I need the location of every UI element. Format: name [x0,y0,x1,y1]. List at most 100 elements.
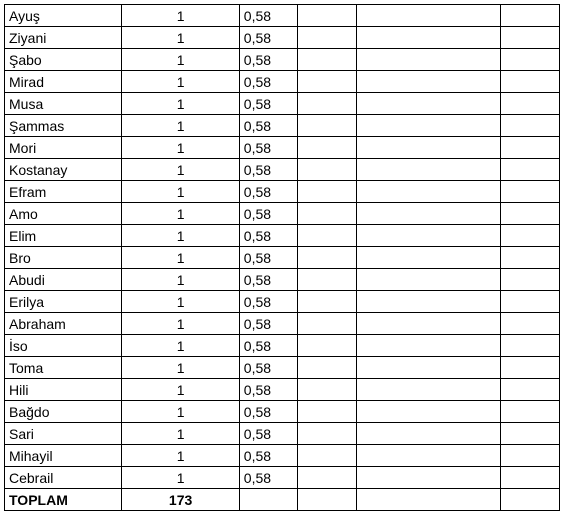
empty-cell [357,71,501,93]
empty-cell [298,137,357,159]
pct-cell: 0,58 [239,115,298,137]
count-cell: 1 [122,379,239,401]
pct-cell: 0,58 [239,467,298,489]
table-row: Ziyani10,58 [5,27,560,49]
name-cell: Mori [5,137,122,159]
empty-cell [357,379,501,401]
table-row: Kostanay10,58 [5,159,560,181]
pct-cell: 0,58 [239,269,298,291]
table-row: Mihayil10,58 [5,445,560,467]
count-cell: 1 [122,467,239,489]
name-cell: Musa [5,93,122,115]
empty-cell [239,489,298,511]
empty-cell [357,291,501,313]
count-cell: 1 [122,203,239,225]
empty-cell [501,27,560,49]
empty-cell [357,27,501,49]
empty-cell [501,335,560,357]
empty-cell [298,49,357,71]
empty-cell [357,313,501,335]
empty-cell [501,203,560,225]
empty-cell [298,357,357,379]
empty-cell [298,5,357,27]
count-cell: 1 [122,137,239,159]
empty-cell [501,225,560,247]
empty-cell [501,71,560,93]
empty-cell [357,203,501,225]
empty-cell [501,93,560,115]
empty-cell [501,445,560,467]
empty-cell [298,247,357,269]
pct-cell: 0,58 [239,247,298,269]
pct-cell: 0,58 [239,225,298,247]
count-cell: 1 [122,335,239,357]
empty-cell [298,181,357,203]
empty-cell [298,467,357,489]
pct-cell: 0,58 [239,137,298,159]
count-cell: 1 [122,357,239,379]
pct-cell: 0,58 [239,445,298,467]
empty-cell [298,335,357,357]
empty-cell [501,313,560,335]
name-cell: Bro [5,247,122,269]
table-row: Bro10,58 [5,247,560,269]
count-cell: 1 [122,93,239,115]
data-table: Ayuş10,58Ziyani10,58Şabo10,58Mirad10,58M… [4,4,560,511]
pct-cell: 0,58 [239,379,298,401]
empty-cell [501,467,560,489]
empty-cell [298,71,357,93]
name-cell: Cebrail [5,467,122,489]
table-row: Cebrail10,58 [5,467,560,489]
empty-cell [357,467,501,489]
empty-cell [298,423,357,445]
table-row: Hili10,58 [5,379,560,401]
empty-cell [298,291,357,313]
empty-cell [357,137,501,159]
empty-cell [501,401,560,423]
empty-cell [298,93,357,115]
empty-cell [357,445,501,467]
pct-cell: 0,58 [239,49,298,71]
table-row: Sari10,58 [5,423,560,445]
empty-cell [357,335,501,357]
empty-cell [501,247,560,269]
name-cell: Erilya [5,291,122,313]
empty-cell [501,269,560,291]
name-cell: Ayuş [5,5,122,27]
table-row: Şammas10,58 [5,115,560,137]
name-cell: Şammas [5,115,122,137]
count-cell: 1 [122,49,239,71]
table-row: Elim10,58 [5,225,560,247]
empty-cell [501,291,560,313]
table-row: Amo10,58 [5,203,560,225]
table-row: Musa10,58 [5,93,560,115]
table-row: Abudi10,58 [5,269,560,291]
pct-cell: 0,58 [239,159,298,181]
pct-cell: 0,58 [239,357,298,379]
name-cell: Ziyani [5,27,122,49]
empty-cell [298,159,357,181]
total-row: TOPLAM173 [5,489,560,511]
name-cell: Elim [5,225,122,247]
name-cell: İso [5,335,122,357]
empty-cell [501,5,560,27]
count-cell: 1 [122,115,239,137]
pct-cell: 0,58 [239,5,298,27]
name-cell: Efram [5,181,122,203]
table-row: Şabo10,58 [5,49,560,71]
name-cell: Abudi [5,269,122,291]
pct-cell: 0,58 [239,335,298,357]
count-cell: 1 [122,225,239,247]
count-cell: 1 [122,269,239,291]
table-row: Efram10,58 [5,181,560,203]
empty-cell [298,445,357,467]
empty-cell [357,181,501,203]
empty-cell [501,489,560,511]
empty-cell [501,379,560,401]
empty-cell [298,269,357,291]
pct-cell: 0,58 [239,71,298,93]
empty-cell [298,489,357,511]
count-cell: 1 [122,5,239,27]
empty-cell [501,115,560,137]
empty-cell [357,269,501,291]
